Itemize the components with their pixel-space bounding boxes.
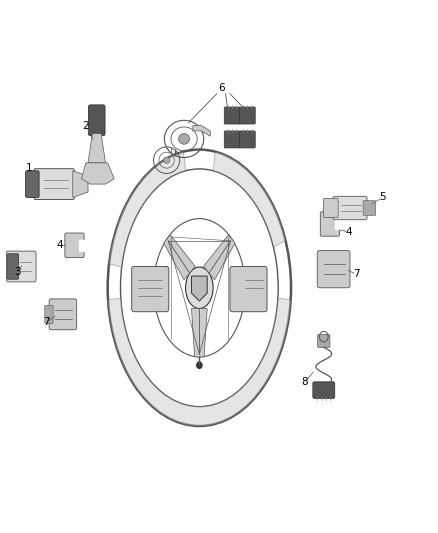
FancyBboxPatch shape (224, 131, 240, 148)
FancyBboxPatch shape (224, 107, 240, 124)
FancyBboxPatch shape (317, 251, 350, 288)
FancyBboxPatch shape (363, 200, 376, 215)
FancyBboxPatch shape (318, 335, 330, 348)
FancyBboxPatch shape (240, 107, 255, 124)
Polygon shape (204, 235, 235, 280)
Text: 8: 8 (301, 377, 307, 387)
FancyBboxPatch shape (313, 382, 335, 398)
FancyBboxPatch shape (320, 212, 339, 236)
FancyBboxPatch shape (132, 266, 169, 312)
Text: 5: 5 (379, 192, 386, 203)
Text: 4: 4 (346, 227, 353, 237)
Polygon shape (81, 163, 114, 184)
FancyBboxPatch shape (333, 196, 367, 220)
Polygon shape (213, 152, 286, 247)
Text: 7: 7 (43, 317, 50, 327)
Text: 6: 6 (218, 83, 225, 93)
Polygon shape (88, 134, 106, 163)
FancyBboxPatch shape (65, 233, 84, 257)
FancyBboxPatch shape (49, 299, 77, 330)
Polygon shape (164, 235, 195, 280)
FancyBboxPatch shape (34, 168, 74, 199)
Polygon shape (191, 309, 207, 357)
FancyBboxPatch shape (7, 251, 36, 282)
Ellipse shape (179, 134, 190, 144)
Circle shape (197, 362, 202, 368)
FancyBboxPatch shape (323, 198, 338, 217)
Polygon shape (193, 126, 210, 136)
Polygon shape (109, 152, 186, 267)
FancyBboxPatch shape (88, 105, 105, 136)
Polygon shape (73, 171, 88, 197)
FancyBboxPatch shape (25, 171, 39, 197)
FancyBboxPatch shape (7, 254, 18, 279)
FancyBboxPatch shape (45, 305, 53, 324)
Text: 2: 2 (82, 120, 89, 131)
Polygon shape (108, 298, 291, 426)
Ellipse shape (163, 157, 170, 164)
FancyBboxPatch shape (230, 266, 267, 312)
Polygon shape (191, 276, 207, 301)
Text: 3: 3 (14, 267, 21, 277)
Text: 4: 4 (57, 240, 63, 250)
FancyBboxPatch shape (240, 131, 255, 148)
Text: 7: 7 (353, 270, 360, 279)
Ellipse shape (186, 267, 213, 309)
Text: 1: 1 (26, 163, 32, 173)
